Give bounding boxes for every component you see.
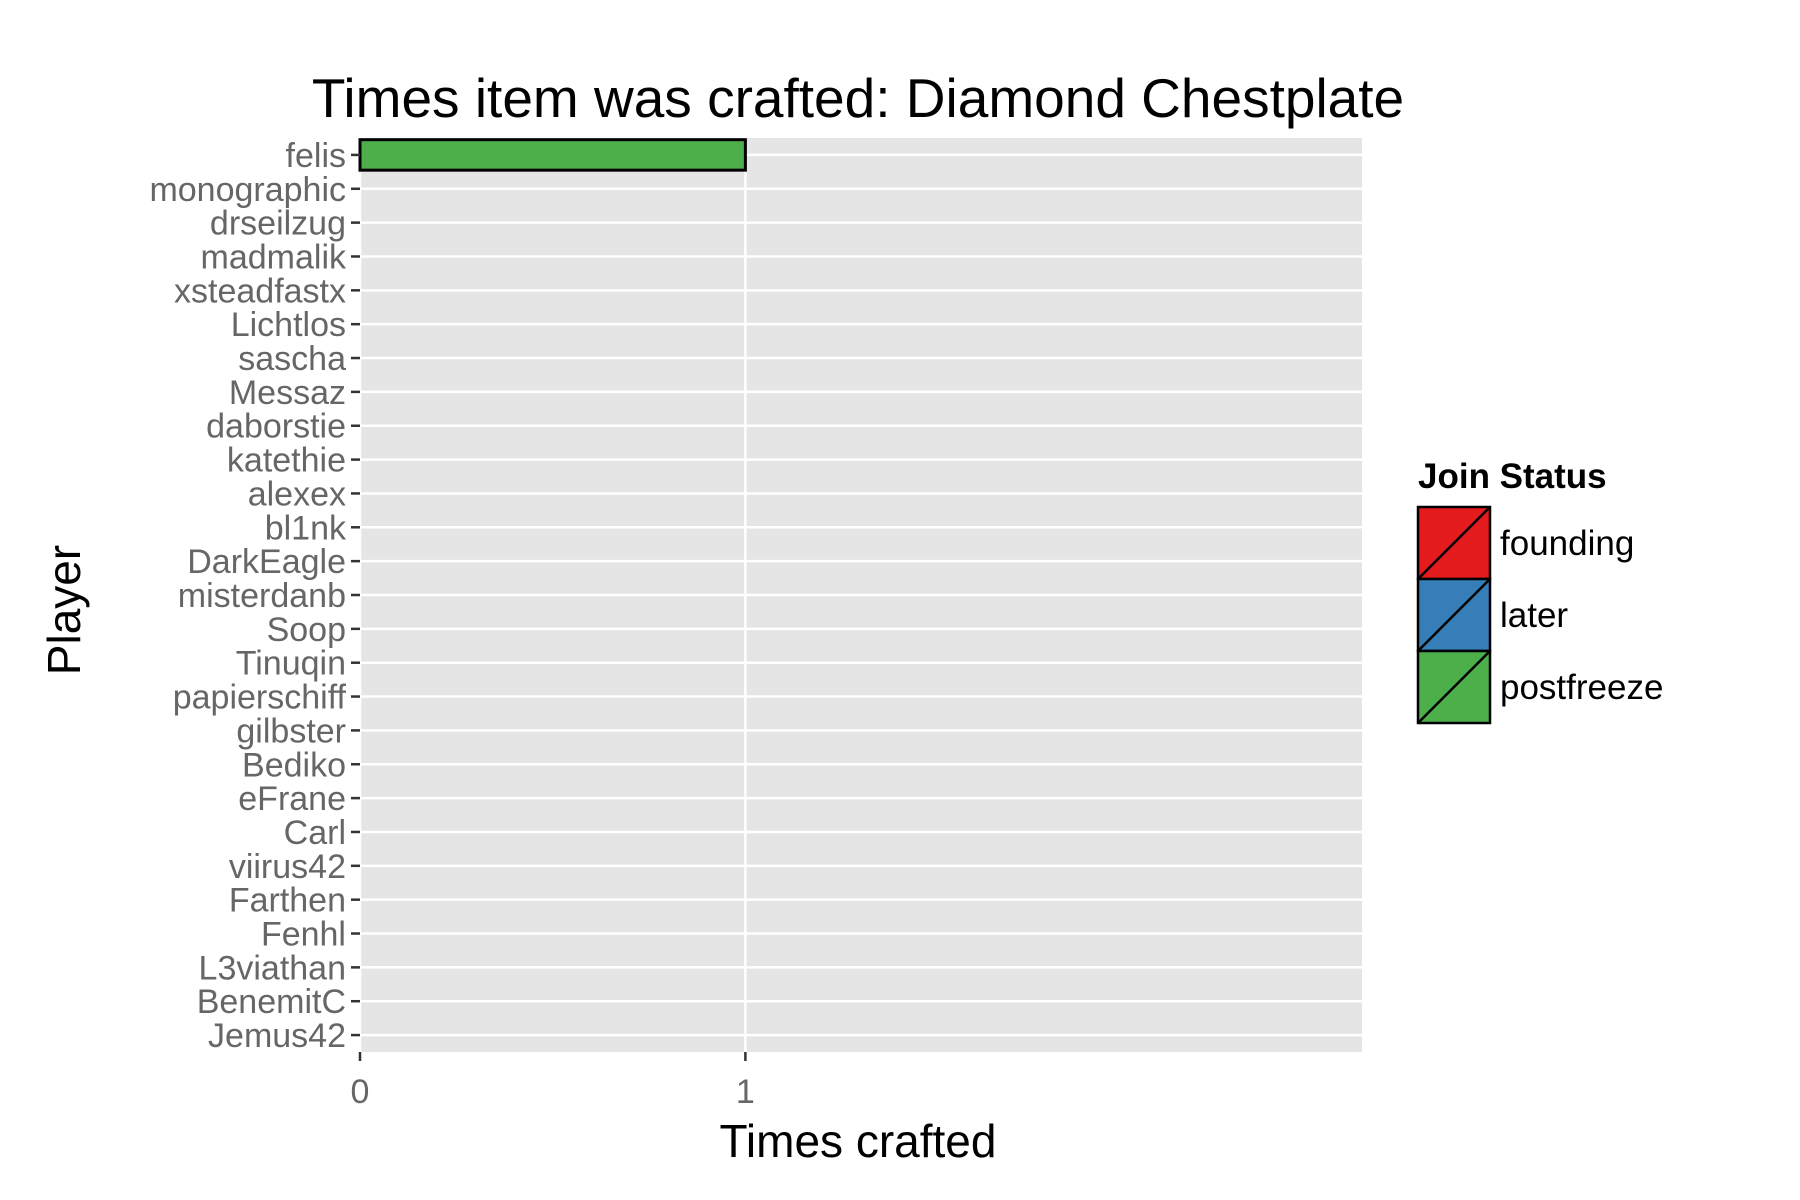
y-tick-label: katethie [227, 442, 346, 480]
chart-title: Times item was crafted: Diamond Chestpla… [312, 67, 1404, 129]
y-tick-label: alexex [248, 475, 346, 513]
y-tick-label: Messaz [229, 374, 346, 412]
y-tick-label: felis [286, 137, 346, 175]
y-tick-label: L3viathan [199, 949, 346, 987]
legend-label-postfreeze: postfreeze [1500, 668, 1663, 707]
y-tick-label: sascha [238, 340, 346, 378]
y-tick-label: monographic [149, 171, 346, 209]
y-axis-title: Player [38, 545, 90, 675]
y-tick-label: papierschiff [173, 679, 347, 717]
legend: Join Status founding later postfreeze [1416, 457, 1663, 725]
legend-key-slash [1417, 506, 1491, 580]
x-axis-title: Times crafted [720, 1115, 997, 1167]
legend-label-later: later [1500, 596, 1568, 635]
y-tick-label: misterdanb [178, 577, 346, 615]
y-tick-label: Bediko [242, 746, 346, 784]
y-tick-label: eFrane [238, 780, 346, 818]
legend-key-slash [1417, 578, 1491, 652]
bars [358, 138, 747, 172]
y-tick-label: Fenhl [261, 916, 346, 954]
legend-key-slash [1417, 650, 1491, 724]
y-tick-label: drseilzug [210, 205, 346, 243]
y-tick-label: Jemus42 [208, 1017, 346, 1055]
y-tick-label: DarkEagle [187, 543, 346, 581]
y-tick-label: Carl [284, 814, 346, 852]
y-tick-label: bl1nk [265, 509, 347, 547]
legend-title: Join Status [1418, 457, 1607, 496]
y-tick-label: xsteadfastx [174, 272, 346, 310]
y-tick-label: Lichtlos [231, 306, 346, 344]
y-tick-label: gilbster [236, 712, 346, 750]
y-tick-label: Farthen [229, 882, 346, 920]
y-axis-ticks: felismonographicdrseilzugmadmalikxsteadf… [149, 137, 360, 1055]
y-tick-label: Tinuqin [236, 645, 346, 683]
y-tick-label: viirus42 [229, 848, 346, 886]
y-tick-label: Soop [267, 611, 346, 649]
y-tick-label: daborstie [206, 408, 346, 446]
y-tick-label: madmalik [201, 238, 347, 276]
y-tick-label: BenemitC [197, 983, 346, 1021]
x-tick-label: 0 [351, 1073, 370, 1111]
bar-felis [358, 138, 747, 172]
x-tick-label: 1 [736, 1073, 755, 1111]
legend-label-founding: founding [1500, 524, 1634, 563]
